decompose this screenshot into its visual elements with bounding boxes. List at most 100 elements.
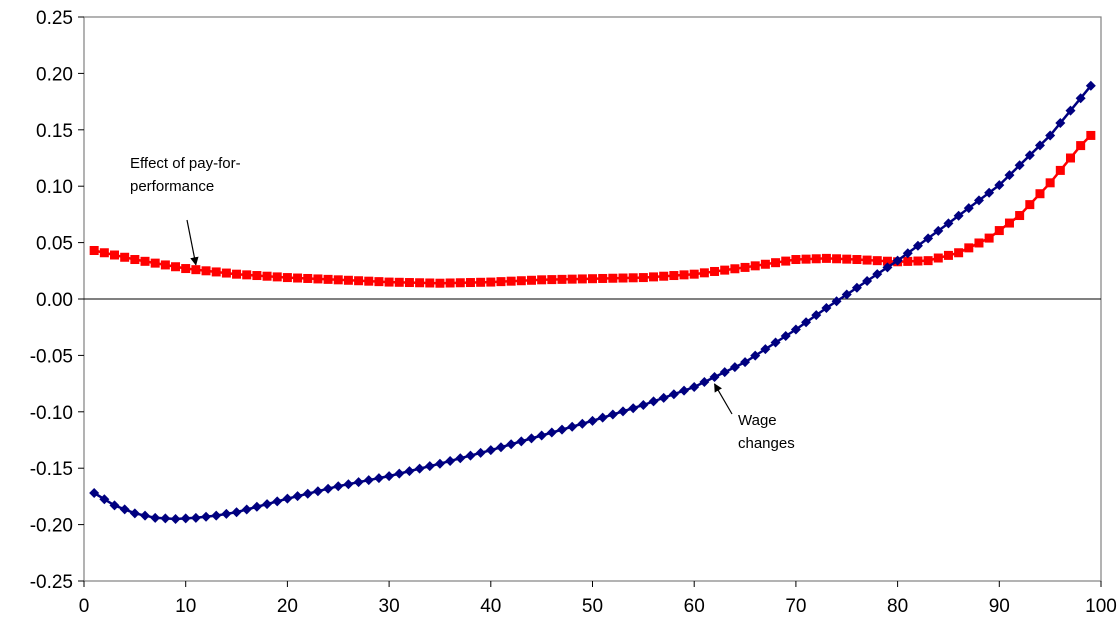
data-point: [851, 282, 862, 293]
data-point: [781, 256, 791, 266]
data-point: [424, 461, 435, 472]
data-point: [984, 187, 995, 198]
data-point: [415, 278, 425, 288]
data-point: [110, 250, 120, 260]
data-point: [1034, 140, 1045, 151]
data-point: [191, 265, 201, 275]
data-point: [638, 273, 648, 283]
data-point: [648, 396, 659, 407]
y-tick-label: 0.25: [36, 8, 73, 29]
data-point: [211, 510, 222, 521]
data-point: [130, 255, 140, 265]
data-point: [506, 439, 517, 450]
data-point: [729, 362, 740, 373]
data-point: [129, 508, 140, 519]
data-point: [1045, 178, 1055, 188]
data-point: [597, 412, 608, 423]
data-point: [516, 436, 527, 447]
data-point: [943, 218, 954, 229]
data-point: [882, 262, 893, 273]
data-point: [720, 265, 730, 275]
data-point: [841, 289, 852, 300]
data-point: [811, 254, 821, 264]
data-point: [180, 513, 191, 524]
data-point: [567, 421, 578, 432]
data-point: [364, 276, 374, 286]
annotation-arrow: [186, 219, 199, 266]
data-point: [293, 273, 303, 283]
data-point: [964, 243, 974, 253]
data-point: [913, 256, 923, 266]
data-point: [465, 450, 476, 461]
data-point: [821, 303, 832, 314]
y-tick-label: -0.25: [30, 572, 73, 593]
data-point: [953, 210, 964, 221]
data-point: [740, 357, 751, 368]
data-point: [882, 256, 892, 266]
data-point: [537, 275, 547, 285]
data-point: [171, 262, 181, 272]
data-point: [892, 255, 903, 266]
data-point: [343, 479, 354, 490]
data-point: [363, 475, 374, 486]
x-tick-label: 80: [887, 596, 908, 617]
data-point: [658, 392, 669, 403]
y-tick-label: 0.20: [36, 64, 73, 85]
data-point: [181, 264, 191, 274]
data-point: [628, 273, 638, 283]
data-point: [790, 324, 801, 335]
data-point: [933, 253, 943, 263]
data-point: [190, 512, 201, 523]
data-point: [740, 262, 750, 272]
data-point: [903, 256, 913, 266]
data-point: [160, 513, 171, 524]
data-point: [912, 240, 923, 251]
annotation-text: performance: [130, 178, 214, 195]
data-point: [282, 493, 293, 504]
data-point: [323, 483, 334, 494]
data-point: [608, 273, 618, 283]
data-point: [394, 277, 404, 287]
data-point: [455, 453, 466, 464]
data-point: [577, 274, 587, 284]
data-point: [577, 418, 588, 429]
data-point: [811, 310, 822, 321]
data-point: [1035, 189, 1045, 199]
data-point: [140, 256, 150, 266]
data-point: [963, 203, 974, 214]
data-point: [262, 499, 273, 510]
data-point: [618, 273, 628, 283]
data-point: [476, 277, 486, 287]
data-point: [649, 272, 659, 282]
series-0: [89, 130, 1096, 288]
data-point: [1014, 160, 1025, 171]
data-point: [699, 377, 710, 388]
data-point: [251, 501, 262, 512]
data-point: [862, 255, 872, 265]
y-tick-label: -0.05: [30, 346, 73, 367]
data-point: [862, 275, 873, 286]
data-point: [1024, 150, 1035, 161]
data-point: [211, 267, 221, 277]
data-point: [516, 276, 526, 286]
data-point: [659, 271, 669, 281]
data-point: [150, 512, 161, 523]
data-point: [526, 433, 537, 444]
data-point: [323, 274, 333, 284]
data-point: [455, 278, 465, 288]
data-point: [638, 400, 649, 411]
data-point: [689, 269, 699, 279]
data-point: [1065, 105, 1076, 116]
data-point: [160, 260, 170, 270]
data-point: [201, 511, 212, 522]
data-point: [668, 389, 679, 400]
annotation-text: Wage: [738, 412, 777, 429]
data-point: [475, 447, 486, 458]
data-point: [354, 276, 364, 286]
data-point: [719, 367, 730, 378]
data-point: [292, 491, 303, 502]
data-point: [618, 406, 629, 417]
data-point: [821, 253, 831, 263]
data-point: [394, 468, 405, 479]
data-point: [832, 254, 842, 264]
